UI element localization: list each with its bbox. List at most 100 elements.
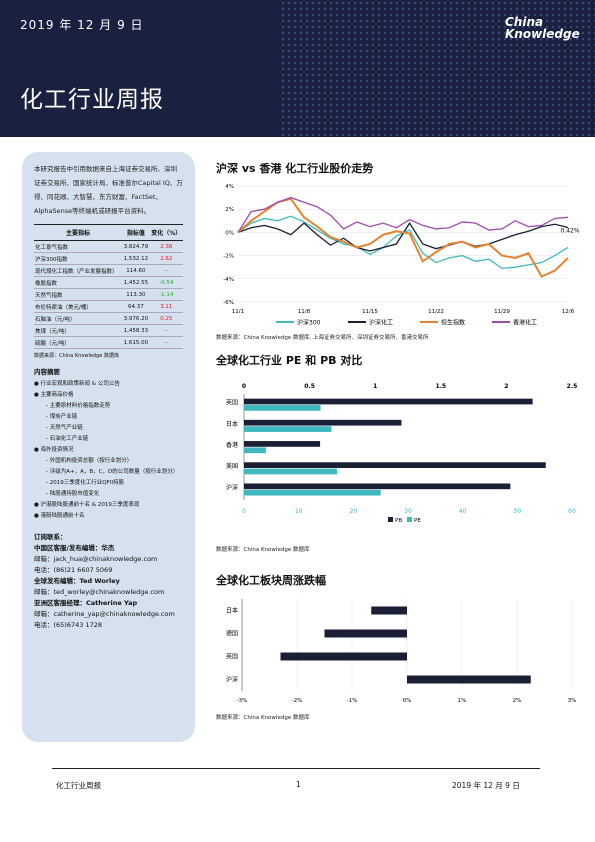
contents-item: - 评级为A+，A，B，C，D的公司数量（按行业划分） [46, 469, 179, 475]
table-row: 硫酸（元/吨） 1,615.00- [34, 336, 183, 349]
table-header-1: 指标值 [122, 224, 150, 241]
pb-bar [244, 462, 546, 468]
contents-item: ● 海外投资情况 [34, 447, 74, 453]
indicator-table: 主要指标 指标值 变化（%） 化工景气指数 3,824.79 2.38 沪深300指数 1,… [34, 224, 183, 349]
y-tick-label: -6% [223, 300, 234, 306]
table-cell: - [149, 264, 183, 277]
contact-phone: 电话：(86)21 6607 5069 [34, 566, 113, 574]
table-cell: 2.38 [149, 240, 183, 253]
change-bar [407, 675, 531, 684]
table-header-0: 主要指标 [34, 224, 123, 241]
pb-bar [244, 419, 402, 426]
legend-label: 沪深300 [297, 319, 321, 327]
pe-bar [244, 489, 381, 496]
table-cell: 焦煤（元/吨） [34, 324, 123, 337]
pb-bar [244, 441, 321, 447]
table-row: 天然气指数 113.30 -1.14 [34, 288, 183, 301]
table-cell: 3.11 [149, 300, 183, 313]
header-dot-pattern [280, 0, 595, 137]
end-value-label: 0.42% [560, 228, 579, 235]
table-cell: 1,532.12 [122, 252, 150, 265]
chart2-title: 全球化工行业 PE 和 PB 对比 [216, 354, 363, 367]
chart1-source: 数据来源：China Knowledge 数据库, 上海证券交易所、深圳证券交易… [216, 335, 429, 341]
pe-bar [244, 447, 266, 454]
category-label: 德国 [226, 630, 238, 638]
table-cell: -0.54 [149, 276, 183, 289]
contents-item: - 外国机构投资总额（按行业划分） [46, 458, 133, 464]
series-line-恒生指数 [237, 197, 569, 278]
top-tick-label: 2.5 [567, 383, 578, 390]
table-row: 石脑油（元/吨） 3,976.20 0.25 [34, 312, 183, 325]
table-cell: 布伦特原油（美元/桶） [34, 300, 123, 313]
contact-role: 亚洲区客服经理：Catherine Yap [34, 599, 138, 607]
chart2-source: 数据来源：China Knowledge 数据库 [216, 547, 310, 553]
legend-label: 沪深化工 [369, 319, 393, 327]
bottom-tick-label: 20 [350, 508, 358, 515]
y-tick-label: 2% [225, 207, 234, 213]
series-line-香港化工 [237, 196, 569, 233]
top-tick-label: 0.5 [304, 383, 315, 390]
x-tick-label: 11/15 [362, 309, 378, 315]
table-cell: - [149, 324, 183, 337]
top-tick-label: 0 [242, 383, 246, 390]
y-tick-label: -4% [223, 277, 234, 283]
contents-item: - 煤炭产业链 [46, 414, 78, 420]
x-tick-label: 2% [513, 698, 522, 704]
change-bar [280, 652, 407, 661]
table-cell: 1,452.55 [122, 276, 150, 289]
x-tick-label: -2% [292, 698, 303, 704]
x-tick-label: 12/6 [562, 309, 575, 315]
report-header: 2019 年 12 月 9 日 China Knowledge 化工行业周报 [0, 0, 595, 137]
x-tick-label: 11/8 [298, 309, 311, 315]
contact-email: 邮箱：ted_worley@chinaknowledge.com [34, 588, 165, 596]
table-cell: 3,824.79 [122, 240, 150, 253]
table-row: 焦煤（元/吨） 1,458.33- [34, 324, 183, 337]
contact-email: 邮箱：catherine_yap@chinaknowledge.com [34, 610, 175, 618]
x-tick-label: 11/1 [232, 309, 244, 315]
table-cell: 114.60 [122, 264, 150, 277]
chart3-title: 全球化工板块周涨跌幅 [216, 574, 326, 587]
chart1-title: 沪深 vs 香港 化工行业股价走势 [216, 162, 374, 175]
bottom-tick-label: 30 [404, 508, 412, 515]
category-label: 沪深 [226, 676, 238, 684]
pe-bar [244, 468, 337, 475]
bottom-tick-label: 60 [568, 508, 576, 515]
bottom-tick-label: 0 [242, 508, 246, 515]
table-row: 橡胶指数 1,452.55 -0.54 [34, 276, 183, 289]
contents-item: ● 港股陆股通前十名 [34, 513, 85, 519]
top-tick-label: 2 [504, 383, 508, 390]
contents-item: - 石油化工产业链 [46, 436, 89, 442]
contents-item: - 主要原材料价格指数走势 [46, 403, 111, 409]
table-row: 布伦特原油（美元/桶） 64.37 3.11 [34, 300, 183, 313]
change-bar [371, 606, 407, 615]
y-tick-label: 4% [225, 184, 234, 190]
contents-item: - 2019三季度化工行业QFII持股 [46, 480, 124, 486]
footer: 化工行业周报 1 2019 年 12 月 9 日 [52, 768, 540, 790]
top-tick-label: 1.5 [435, 383, 446, 390]
category-label: 日本 [226, 420, 238, 428]
x-tick-label: 3% [568, 698, 577, 704]
table-row: 现代煤化工指数（产业发展指数） 114.60- [34, 264, 183, 277]
contents-item: - 陆股通持股市值变化 [46, 491, 100, 497]
table-cell: - [149, 336, 183, 349]
table-cell: 3,976.20 [122, 312, 150, 325]
bottom-tick-label: 50 [514, 508, 522, 515]
contact-email: 邮箱：jack_hua@chinaknowledge.com [34, 555, 158, 563]
table-cell: 硫酸（元/吨） [34, 336, 123, 349]
table-cell: 沪深300指数 [34, 252, 123, 265]
table-cell: 0.25 [149, 312, 183, 325]
x-tick-label: -3% [237, 698, 248, 704]
top-tick-label: 1 [373, 383, 377, 390]
table-cell: 1,458.33 [122, 324, 150, 337]
contents-item: ● 主要商品价格 [34, 392, 74, 398]
contents-title: 内容摘要 [34, 368, 60, 376]
footer-date: 2019 年 12 月 9 日 [452, 781, 520, 790]
pe-bar [244, 426, 332, 432]
pe-bar [244, 405, 321, 411]
legend-swatch [407, 517, 412, 522]
category-label: 日本 [226, 607, 238, 615]
table-cell: 现代煤化工指数（产业发展指数） [34, 264, 123, 277]
pb-bar [244, 483, 511, 490]
